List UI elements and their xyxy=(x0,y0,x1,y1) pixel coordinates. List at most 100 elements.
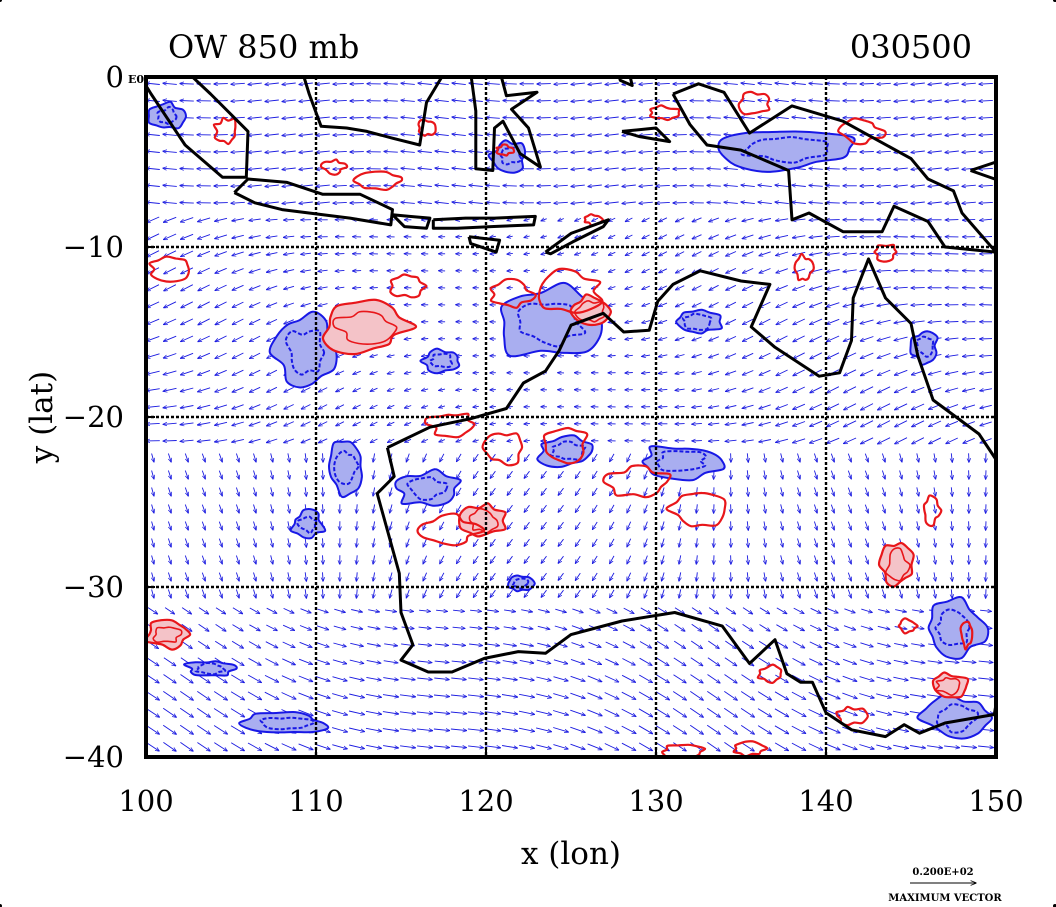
wind-vector-1605 xyxy=(555,608,566,612)
wind-vector-1193 xyxy=(490,470,496,478)
wind-vector-545 xyxy=(742,251,754,256)
wind-vector-1245 xyxy=(507,487,513,495)
wind-vector-1994 xyxy=(230,742,244,751)
wind-vector-702 xyxy=(810,301,823,307)
wind-vector-1116 xyxy=(912,437,925,444)
wind-vector-1424 xyxy=(951,538,952,547)
wind-vector-911 xyxy=(894,369,908,375)
wind-vector-1571 xyxy=(847,589,851,598)
wind-vector-1674 xyxy=(860,625,873,630)
wind-vector-256 xyxy=(163,168,177,169)
wind-vector-1419 xyxy=(864,538,868,547)
wind-vector-1638 xyxy=(249,624,260,631)
x-tick-label-140: 140 xyxy=(798,784,853,818)
wind-vector-1996 xyxy=(264,742,279,750)
wind-vector-343 xyxy=(775,185,789,187)
wind-vector-819 xyxy=(198,352,211,358)
wind-vector-2068 xyxy=(622,760,635,767)
wind-vector-1693 xyxy=(316,642,330,647)
wind-vector-2057 xyxy=(434,763,449,764)
wind-vector-1644 xyxy=(350,625,363,629)
wind-vector-1866 xyxy=(655,691,669,700)
wind-vector-1363 xyxy=(781,521,783,530)
wind-vector-1297 xyxy=(524,504,530,512)
wind-vector-673 xyxy=(318,304,328,306)
wind-vector-905 xyxy=(793,369,805,376)
wind-vector-1912 xyxy=(570,709,585,715)
wind-vector-878 xyxy=(336,370,345,375)
wind-vector-1503 xyxy=(558,572,564,580)
wind-vector-1992 xyxy=(197,742,210,752)
wind-vector-564 xyxy=(198,267,210,274)
wind-vector-1498 xyxy=(473,572,479,580)
wind-vector-749 xyxy=(743,318,754,324)
wind-vector-980 xyxy=(336,404,345,409)
positive-region-22 xyxy=(873,243,898,263)
wind-vector-24 xyxy=(554,83,568,84)
wind-vector-1677 xyxy=(911,627,924,629)
wind-vector-1033 xyxy=(370,421,378,426)
wind-vector-1104 xyxy=(708,440,720,441)
wind-vector-1805 xyxy=(485,678,500,680)
wind-vector-1020 xyxy=(146,423,160,424)
wind-vector-2082 xyxy=(860,762,874,766)
wind-vector-1914 xyxy=(604,708,619,716)
coastline-tasmania xyxy=(906,769,967,818)
wind-vector-49 xyxy=(979,83,993,84)
wind-vector-1575 xyxy=(917,589,919,598)
wind-vector-1191 xyxy=(457,470,462,479)
wind-vector-97 xyxy=(928,100,942,102)
wind-vector-1022 xyxy=(180,423,194,425)
wind-vector-1800 xyxy=(400,678,415,680)
wind-vector-1497 xyxy=(457,572,462,581)
wind-vector-1551 xyxy=(507,589,513,597)
wind-vector-1854 xyxy=(450,695,467,697)
wind-vector-1316 xyxy=(847,504,851,513)
wind-vector-77 xyxy=(588,100,602,102)
wind-vector-1550 xyxy=(490,589,496,597)
wind-vector-935 xyxy=(439,389,446,390)
wind-vector-1042 xyxy=(524,424,530,425)
negative-region-3 xyxy=(394,468,462,507)
wind-vector-1967 xyxy=(638,725,653,734)
wind-vector-1710 xyxy=(605,641,618,648)
wind-vector-1301 xyxy=(592,504,598,513)
wind-vector-1836 xyxy=(146,691,159,701)
wind-vector-1386 xyxy=(305,538,306,547)
wind-vector-2028 xyxy=(808,743,823,751)
corner-tag: E0 xyxy=(128,73,144,86)
wind-vector-924 xyxy=(249,386,261,392)
wind-vector-357 xyxy=(146,202,160,203)
positive-region-3 xyxy=(146,618,192,651)
wind-vector-1837 xyxy=(163,691,176,700)
wind-vector-2053 xyxy=(367,762,382,765)
wind-vector-656 xyxy=(894,287,908,288)
wind-vector-1597 xyxy=(419,610,430,611)
wind-vector-1889 xyxy=(179,707,193,717)
wind-vector-851 xyxy=(742,352,754,358)
wind-vector-798 xyxy=(709,336,719,341)
negative-region-15 xyxy=(147,100,188,130)
wind-vector-1515 xyxy=(764,572,766,581)
wind-vector-1887 xyxy=(146,708,159,717)
wind-vector-509 xyxy=(997,236,1009,237)
wind-vector-936 xyxy=(456,389,462,390)
wind-vector-1455 xyxy=(610,555,615,564)
x-axis-label: x (lon) xyxy=(521,836,621,872)
wind-vector-498 xyxy=(809,236,823,238)
wind-vector-1362 xyxy=(764,521,766,530)
wind-vector-1997 xyxy=(281,743,296,750)
wind-vector-382 xyxy=(571,202,585,203)
wind-vector-1053 xyxy=(708,423,720,424)
wind-vector-436 xyxy=(625,217,633,222)
wind-vector-832 xyxy=(421,355,429,356)
wind-vector-1326 xyxy=(152,521,154,531)
wind-vector-151 xyxy=(979,117,993,118)
wind-vector-1265 xyxy=(847,487,851,496)
wind-vector-1514 xyxy=(747,572,748,581)
wind-vector-1267 xyxy=(882,487,885,497)
wind-vector-1868 xyxy=(690,691,703,700)
wind-vector-1124 xyxy=(184,453,188,463)
wind-vector-1773 xyxy=(809,658,822,665)
wind-vector-1142 xyxy=(490,453,496,461)
